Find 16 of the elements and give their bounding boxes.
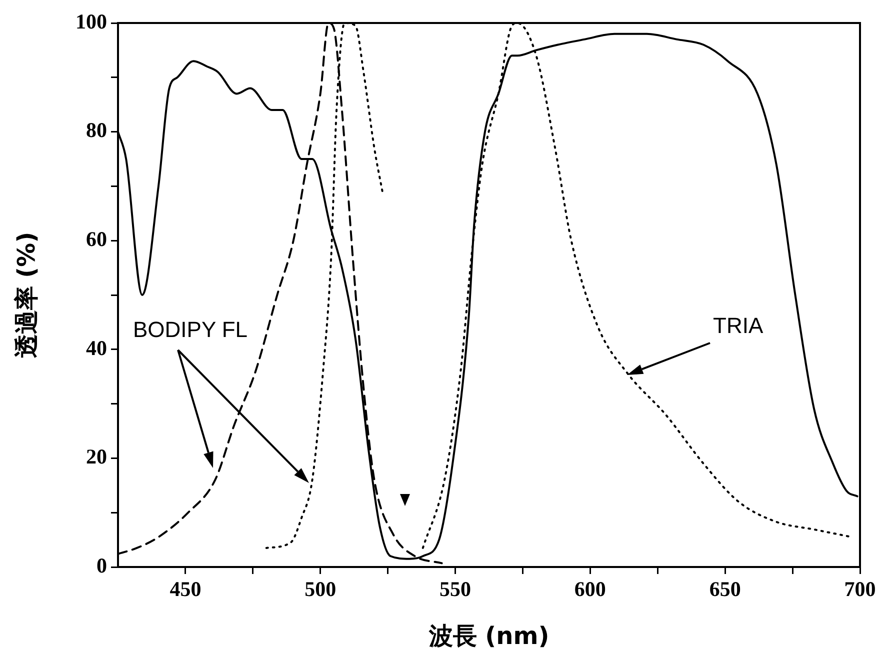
y-tick-label: 0: [96, 553, 107, 578]
y-tick-label: 100: [76, 9, 107, 34]
y-tick-label: 60: [86, 227, 107, 252]
x-tick-label: 700: [844, 577, 876, 602]
x-tick-label: 450: [170, 577, 202, 602]
y-axis-title: 透過率 (%): [12, 232, 41, 358]
annotation: TRIA: [713, 313, 764, 338]
annotation: BODIPY FL: [133, 317, 248, 342]
y-tick-label: 80: [86, 118, 107, 142]
x-tick-label: 600: [574, 577, 606, 602]
x-axis-title: 波長 (nm): [428, 622, 550, 650]
x-tick-label: 550: [440, 577, 472, 602]
y-tick-label: 20: [86, 444, 107, 469]
x-tick-label: 500: [304, 577, 336, 602]
x-tick-label: 650: [709, 577, 741, 602]
y-tick-label: 40: [86, 336, 107, 360]
